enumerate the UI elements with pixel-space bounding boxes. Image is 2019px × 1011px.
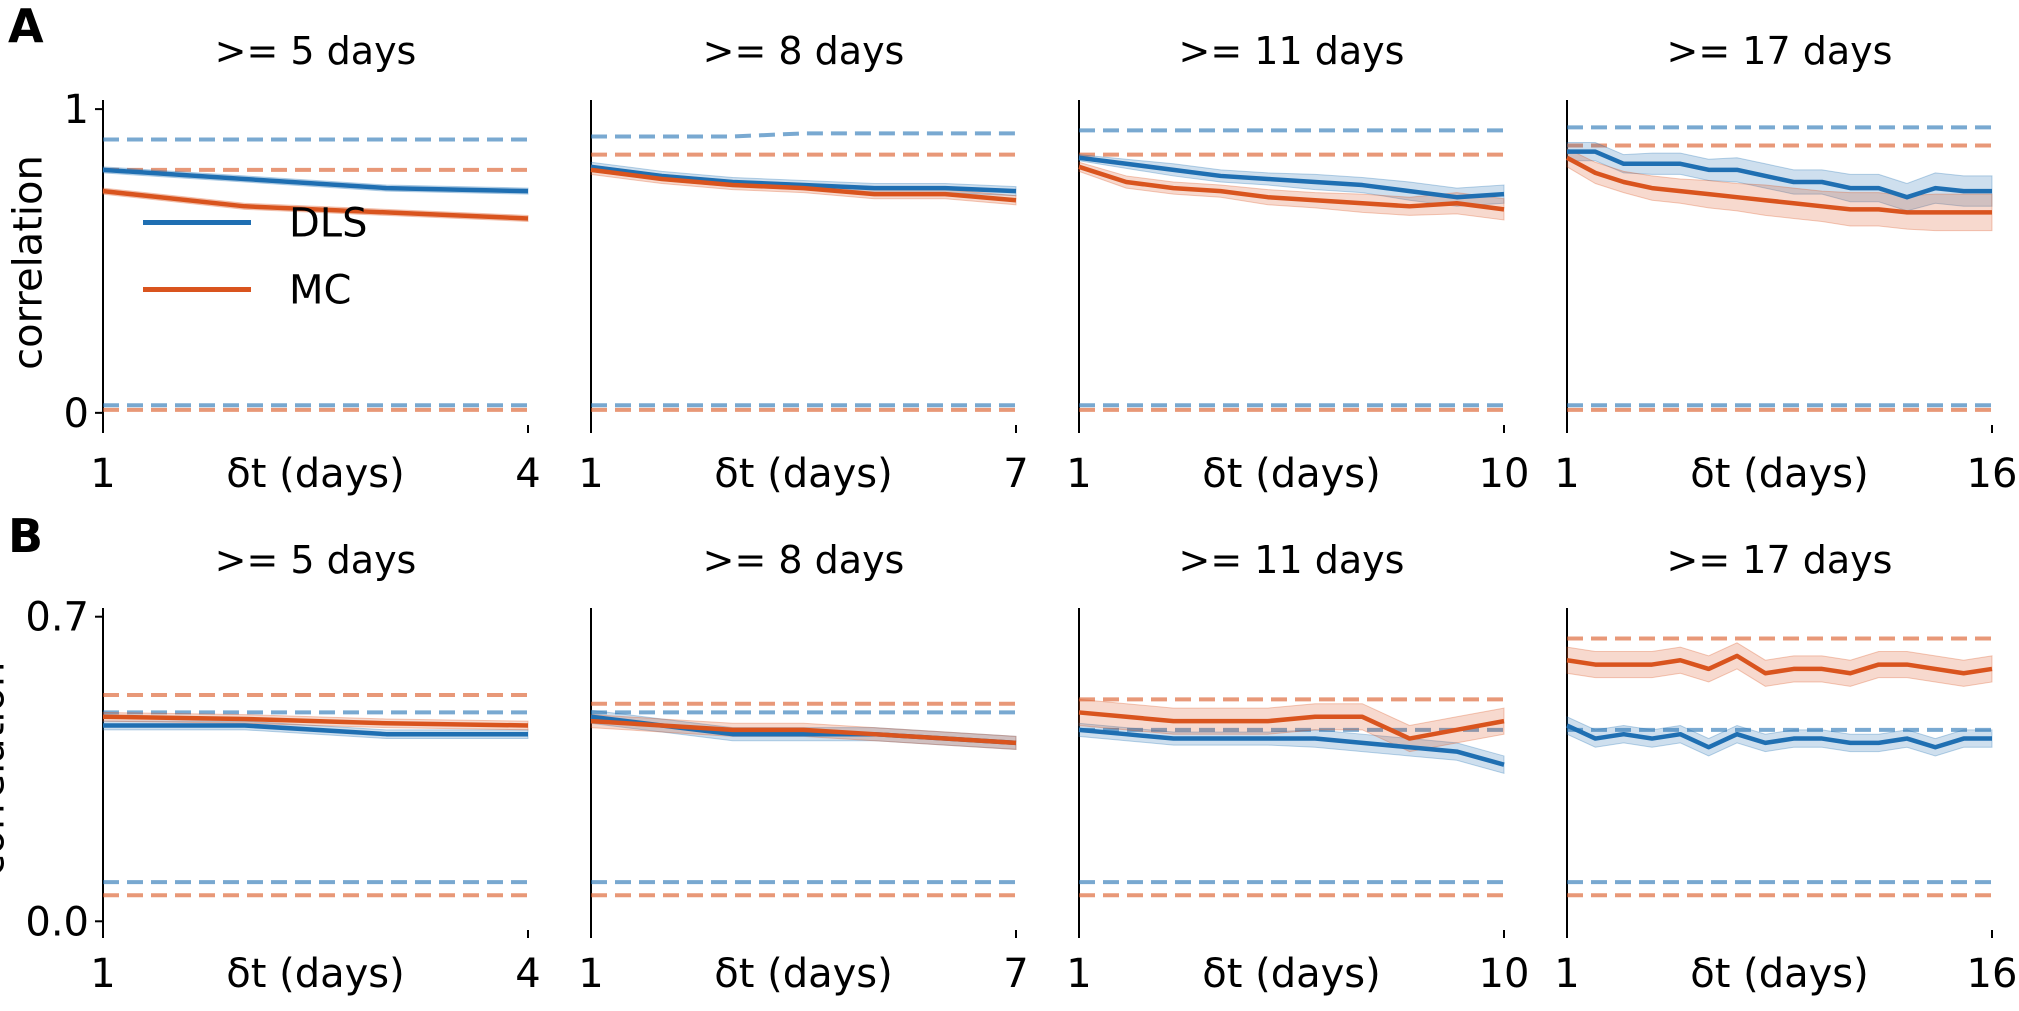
x-axis-label: δt (days)	[226, 951, 405, 997]
x-tick-label: 1	[1554, 951, 1579, 997]
x-axis-label: δt (days)	[1202, 451, 1381, 497]
x-tick-label: 16	[1967, 451, 2018, 497]
series-line	[103, 723, 528, 737]
series-line	[102, 188, 529, 221]
chart-title: >= 17 days	[1667, 29, 1893, 73]
panel-label: B	[8, 509, 43, 563]
series-line	[590, 718, 1017, 746]
x-tick-label: 4	[515, 951, 540, 997]
chart-title: >= 8 days	[703, 538, 905, 582]
series-line	[1078, 164, 1505, 212]
chart-title: >= 11 days	[1179, 29, 1405, 73]
x-tick-label: 1	[90, 951, 115, 997]
series-line	[590, 164, 1017, 194]
confidence-band	[1078, 722, 1505, 775]
y-tick-label: 0	[64, 391, 89, 437]
chart-title: >= 5 days	[215, 538, 417, 582]
y-axis-label: correlation	[0, 662, 13, 877]
x-tick-label: 1	[578, 951, 603, 997]
panel-label: A	[8, 0, 44, 53]
x-tick-label: 4	[515, 451, 540, 497]
y-tick-label: 0.7	[25, 595, 89, 641]
ceiling-line	[591, 131, 1016, 139]
x-tick-label: 10	[1479, 951, 1530, 997]
series-line	[1565, 155, 1992, 215]
series-line	[1078, 727, 1505, 767]
x-tick-label: 10	[1479, 451, 1530, 497]
confidence-band	[1566, 716, 1993, 757]
chart-title: >= 11 days	[1179, 538, 1405, 582]
x-axis-label: δt (days)	[714, 951, 893, 997]
series-line	[1078, 155, 1505, 200]
x-tick-label: 1	[1554, 451, 1579, 497]
x-axis-label: δt (days)	[1202, 951, 1381, 997]
y-axis-label: correlation	[6, 155, 52, 370]
chart-title: >= 8 days	[703, 29, 905, 73]
series-line	[1566, 653, 1993, 676]
x-axis-label: δt (days)	[714, 451, 893, 497]
x-tick-label: 1	[578, 451, 603, 497]
x-tick-label: 7	[1003, 951, 1028, 997]
series-line	[1567, 149, 1992, 200]
y-tick-label: 1	[64, 87, 89, 133]
chart-title: >= 5 days	[215, 29, 417, 73]
x-axis-label: δt (days)	[226, 451, 405, 497]
series-line	[102, 167, 529, 194]
x-axis-label: δt (days)	[1690, 451, 1869, 497]
confidence-band	[1566, 642, 1993, 687]
confidence-band	[1078, 698, 1505, 753]
series-line	[102, 714, 529, 728]
x-tick-label: 16	[1967, 951, 2018, 997]
x-tick-label: 7	[1003, 451, 1028, 497]
legend-label: DLS	[289, 201, 367, 247]
y-tick-label: 0.0	[25, 899, 89, 945]
series-line	[1078, 710, 1505, 741]
series-line	[1566, 723, 1992, 750]
x-tick-label: 1	[1066, 451, 1091, 497]
chart-title: >= 17 days	[1667, 538, 1893, 582]
x-tick-label: 1	[90, 451, 115, 497]
series-line	[590, 167, 1017, 203]
x-axis-label: δt (days)	[1690, 951, 1869, 997]
legend-label: MC	[289, 268, 351, 314]
x-tick-label: 1	[1066, 951, 1091, 997]
